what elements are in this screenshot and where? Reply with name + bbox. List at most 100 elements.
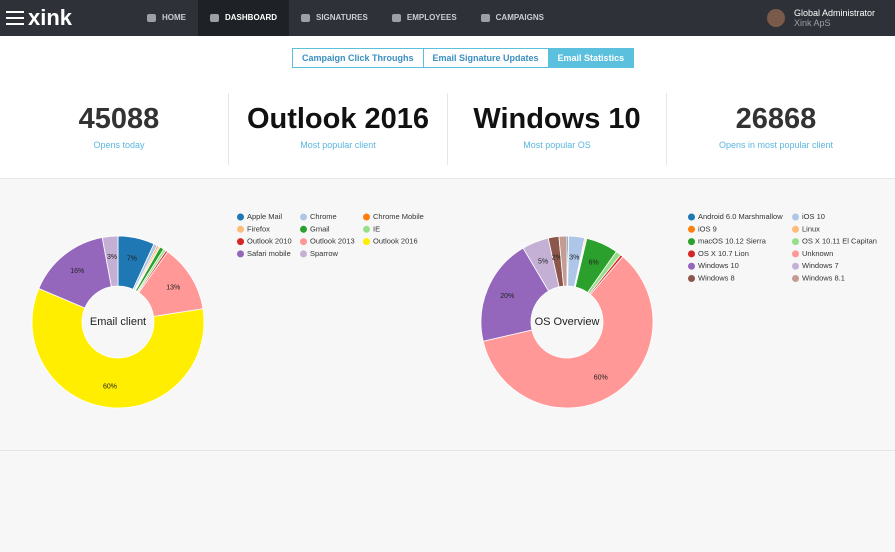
legend-swatch (792, 262, 799, 270)
stat-value: Outlook 2016 (246, 103, 430, 135)
legend-label: Gmail (310, 224, 330, 233)
legend-label: Windows 7 (802, 261, 839, 270)
slice (558, 235, 568, 287)
legend-swatch (792, 275, 799, 282)
stat-label: Most popular client (300, 140, 376, 150)
legend-label: Outlook 2016 (373, 237, 418, 246)
logo-text: xink (28, 5, 73, 30)
legend-label: iOS 10 (802, 212, 825, 221)
stats: 45088 Opens today Outlook 2016 Most popula… (10, 93, 885, 165)
menu: HOME DASHBOARD SIGNATURES EMPLOYEES CAMP… (135, 0, 556, 36)
legend-label: Chrome (310, 212, 337, 221)
slice (482, 255, 654, 409)
stat-label: Opens today (93, 140, 145, 150)
avatar[interactable] (767, 9, 785, 27)
divider (0, 450, 895, 451)
menu-label: HOME (162, 13, 186, 22)
menu-item[interactable]: SIGNATURES (289, 0, 380, 36)
menu-item[interactable]: HOME (135, 0, 198, 36)
legend-swatch (792, 213, 799, 221)
slice-label: 16% (70, 268, 84, 275)
menu-label: CAMPAIGNS (495, 13, 544, 22)
slice (101, 235, 119, 288)
legend-swatch (688, 213, 695, 221)
legend-swatch (363, 213, 370, 221)
legend-swatch (300, 250, 307, 258)
legend-label: Unknown (802, 249, 833, 258)
legend-label: Windows 8.1 (802, 273, 845, 282)
legend-swatch (688, 225, 695, 233)
slice-label: 3% (107, 254, 117, 261)
legend-label: Apple Mail (247, 212, 282, 221)
legend-swatch (792, 225, 799, 233)
stat: Outlook 2016 Most popular client (229, 93, 448, 165)
legend-swatch (237, 225, 244, 233)
menu-item[interactable]: DASHBOARD (198, 0, 289, 36)
tab[interactable]: Campaign Click Throughs (292, 48, 424, 68)
stat-value: Windows 10 (473, 103, 641, 135)
legend-label: OS X 10.11 El Capitan (802, 237, 877, 246)
legend-label: Sparrow (310, 249, 339, 258)
legend-label: OS X 10.7 Lion (698, 249, 749, 258)
slice (480, 247, 550, 342)
slice-label: 60% (103, 383, 117, 390)
tab[interactable]: Email Signature Updates (423, 48, 549, 68)
legend-label: Linux (802, 224, 820, 233)
legend-label: Outlook 2010 (247, 237, 292, 246)
chart-title: Email client (90, 316, 146, 328)
stat-value: 45088 (78, 103, 160, 135)
slice-label: 6% (589, 260, 599, 267)
menu-label: EMPLOYEES (406, 13, 457, 22)
stat-label: Most popular OS (523, 140, 591, 150)
slice-label: 2% (552, 255, 562, 262)
legend-label: Safari mobile (247, 249, 291, 258)
legend-label: Android 6.0 Marshmallow (698, 212, 783, 221)
stat-label: Opens in most popular client (718, 140, 834, 150)
menu-item[interactable]: EMPLOYEES (380, 0, 469, 36)
legend-label: Chrome Mobile (373, 212, 424, 221)
slice-label: 20% (500, 293, 514, 300)
legend-label: macOS 10.12 Sierra (698, 237, 767, 246)
slice-label: 5% (538, 258, 548, 265)
menu-item[interactable]: CAMPAIGNS (469, 0, 556, 36)
logo[interactable]: xink (6, 5, 72, 31)
slice-label: 3% (569, 254, 579, 261)
legend-label: Firefox (247, 224, 270, 233)
chart-title: OS Overview (535, 316, 600, 328)
legend-swatch (300, 225, 307, 233)
user-company: Xink ApS (793, 18, 831, 28)
legend-swatch (363, 238, 370, 246)
stat: Windows 10 Most popular OS (448, 93, 667, 165)
top-nav: xink HOME DASHBOARD SIGNATURES EMPLOYEES… (0, 0, 895, 36)
slice (31, 287, 205, 409)
legend-label: Windows 10 (698, 261, 739, 270)
charts: 7% Apple Mail Chrome Chrome Mobile Firefox Gm… (31, 212, 877, 409)
legend-swatch (688, 250, 695, 258)
slice-label: 7% (127, 255, 137, 262)
legend-swatch (363, 225, 370, 233)
legend-swatch (688, 275, 695, 282)
legend-swatch (792, 250, 799, 258)
stat: 26868 Opens in most popular client (667, 93, 885, 165)
user-menu[interactable]: Global Administrator Xink ApS (794, 8, 875, 28)
legend-swatch (300, 213, 307, 221)
tab[interactable]: Email Statistics (548, 48, 635, 68)
legend-swatch (688, 238, 695, 246)
stat-value: 26868 (735, 103, 817, 135)
legend-label: Windows 8 (698, 273, 735, 282)
tabs: Campaign Click Throughs Email Signature … (292, 48, 635, 68)
slice-label: 13% (166, 285, 180, 292)
legend-swatch (792, 238, 799, 246)
slice-label: 60% (594, 374, 608, 381)
legend-swatch (237, 213, 244, 221)
user-name: Global Administrator (793, 8, 875, 18)
legend-swatch (237, 238, 244, 246)
chart-panel: 7% Apple Mail Chrome Chrome Mobile Firefox Gm… (0, 178, 895, 552)
legend-label: iOS 9 (698, 224, 717, 233)
legend-label: IE (373, 224, 380, 233)
legend-swatch (300, 238, 307, 246)
stat: 45088 Opens today (10, 93, 229, 165)
legend-swatch (237, 250, 244, 258)
menu-label: DASHBOARD (225, 13, 277, 22)
